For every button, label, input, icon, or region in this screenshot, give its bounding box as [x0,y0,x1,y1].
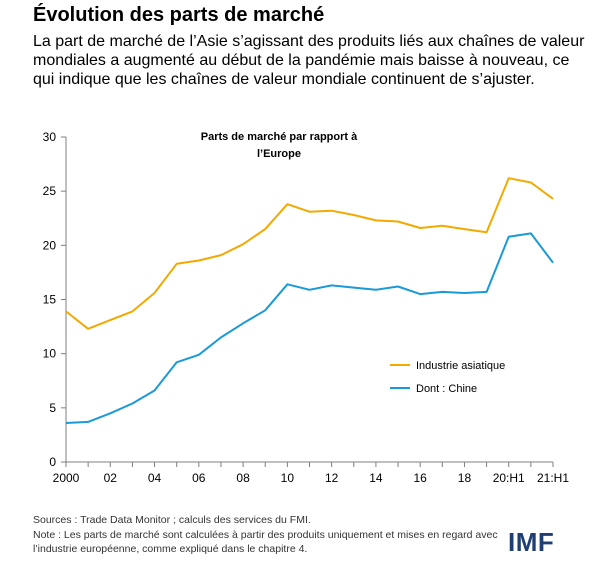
y-tick-label: 10 [43,347,57,361]
x-tick-label: 20:H1 [493,471,525,485]
sources-text: Sources : Trade Data Monitor ; calculs d… [33,514,311,526]
series-line-chine [65,232,554,424]
y-axis: 0 5 10 15 20 25 30 [43,130,67,469]
y-tick-label: 0 [49,455,56,469]
x-tick-label: 02 [104,471,118,485]
x-axis: 2000 02 04 06 08 10 12 14 16 18 20:H1 21:H1 [53,461,569,485]
y-tick-label: 20 [43,238,57,252]
chart-footer: Sources : Trade Data Monitor ; calculs d… [33,513,503,557]
x-tick-label: 10 [281,471,295,485]
y-tick-label: 15 [43,293,57,307]
y-tick-label: 5 [49,401,56,415]
legend-label: Industrie asiatique [416,360,505,372]
imf-logo: IMF [508,527,555,557]
series-lines [65,177,554,424]
x-tick-label: 21:H1 [537,471,569,485]
x-tick-label: 06 [192,471,206,485]
market-share-chart: 0 5 10 15 20 25 30 2000 02 04 06 08 10 12 14 16 18 20:H1… [43,130,570,485]
x-tick-label: 18 [458,471,472,485]
page-title: Évolution des parts de marché [33,4,325,26]
series-line-industrie-asiatique [65,177,554,330]
x-tick-label: 2000 [53,471,80,485]
x-tick-label: 04 [148,471,162,485]
chart-title-line-2: l’Europe [257,148,301,160]
x-tick-label: 14 [369,471,383,485]
page-subtitle: La part de marché de l’Asie s’agissant d… [33,33,585,88]
x-tick-label: 08 [236,471,250,485]
legend: Industrie asiatique Dont : Chine [390,360,505,395]
chart-title-line-1: Parts de marché par rapport à [201,131,358,143]
y-tick-label: 30 [43,130,57,144]
legend-label: Dont : Chine [416,383,477,395]
x-tick-label: 16 [414,471,428,485]
y-tick-label: 25 [43,184,57,198]
note-text: Note : Les parts de marché sont calculée… [33,528,498,556]
x-tick-label: 12 [325,471,339,485]
